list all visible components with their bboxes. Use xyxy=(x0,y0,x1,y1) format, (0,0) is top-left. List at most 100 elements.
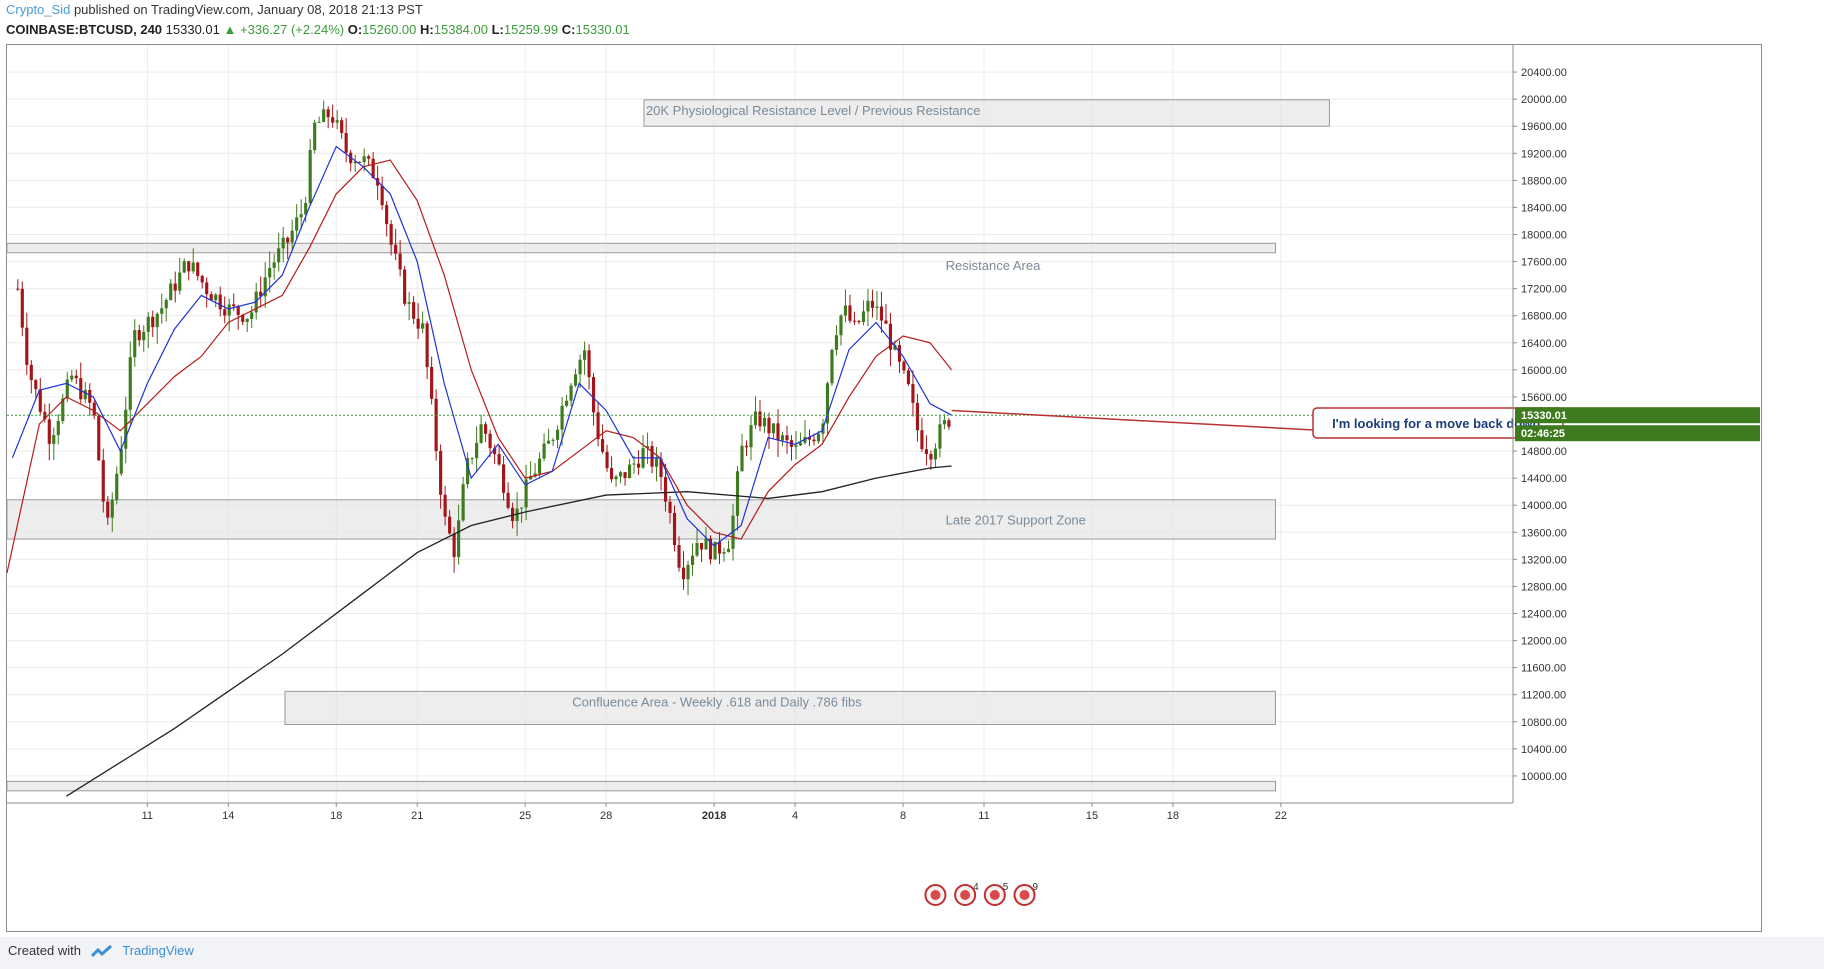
low-label: L: xyxy=(491,22,504,37)
candle-down xyxy=(218,294,222,310)
open-value: 15260.00 xyxy=(362,22,417,37)
candle-up xyxy=(816,433,821,442)
candle-down xyxy=(385,205,389,225)
candle-down xyxy=(434,398,438,452)
candle-up xyxy=(560,405,564,430)
candle-up xyxy=(227,304,231,316)
candle-down xyxy=(425,323,429,367)
low-value: 15259.99 xyxy=(503,22,559,37)
candle-up xyxy=(115,473,119,500)
time-axis-label: 8 xyxy=(900,810,906,822)
time-axis-label: 18 xyxy=(1167,810,1179,822)
candle-down xyxy=(173,283,177,291)
candle-down xyxy=(672,512,677,546)
candle-down xyxy=(340,120,344,134)
candle-up xyxy=(313,122,317,151)
candle-up xyxy=(362,156,366,162)
candle-up xyxy=(466,458,470,485)
candle-up xyxy=(335,120,339,123)
candle-down xyxy=(25,327,29,365)
candle-down xyxy=(897,345,902,362)
candle-up xyxy=(875,306,879,308)
candle-down xyxy=(659,458,663,478)
candle-down xyxy=(38,389,42,412)
time-axis-label: 22 xyxy=(1275,810,1287,822)
symbol-bar: COINBASE:BTCUSD, 240 15330.01 ▲ +336.27 … xyxy=(0,20,1824,40)
candle-down xyxy=(367,156,371,159)
price-axis-label: 11200.00 xyxy=(1521,690,1566,702)
candle-down xyxy=(888,323,893,350)
candle-up xyxy=(56,421,60,436)
candle-down xyxy=(600,439,605,452)
ema-slow-line xyxy=(6,159,953,574)
candle-down xyxy=(776,423,780,441)
candle-up xyxy=(866,300,870,312)
candle-down xyxy=(911,384,915,403)
candle-down xyxy=(497,454,501,465)
candle-down xyxy=(236,306,240,315)
candle-down xyxy=(915,402,920,431)
candle-down xyxy=(47,419,51,444)
candle-down xyxy=(398,253,402,270)
candle-up xyxy=(704,538,708,550)
candle-up xyxy=(421,323,425,329)
candle-down xyxy=(929,453,933,460)
candle-down xyxy=(668,501,672,513)
candle-down xyxy=(232,304,236,307)
candle-down xyxy=(439,451,443,495)
last-price: 15330.01 xyxy=(165,22,220,37)
high-value: 15384.00 xyxy=(433,22,488,37)
candle-down xyxy=(902,361,906,371)
candle-down xyxy=(596,412,600,440)
candle-up xyxy=(690,555,695,565)
candle-up xyxy=(834,335,839,350)
candle-up xyxy=(133,330,137,358)
candle-down xyxy=(200,275,204,283)
high-label: H: xyxy=(420,22,434,37)
candle-up xyxy=(353,161,357,164)
created-with-text: Created with xyxy=(8,943,81,958)
candle-up xyxy=(169,283,173,301)
price-axis-label: 10000.00 xyxy=(1521,771,1567,783)
candle-up xyxy=(191,262,195,272)
candle-down xyxy=(430,366,434,399)
event-badge-count: 9 xyxy=(1032,882,1038,893)
candle-up xyxy=(322,109,326,122)
candle-up xyxy=(457,520,461,558)
candle-up xyxy=(461,484,465,521)
candle-down xyxy=(209,294,213,301)
candle-up xyxy=(654,458,659,467)
price-chart[interactable]: 20K Physiological Resistance Level / Pre… xyxy=(0,0,1824,937)
candle-up xyxy=(245,318,249,322)
tradingview-link[interactable]: TradingView xyxy=(122,943,194,958)
candle-up xyxy=(839,315,843,336)
candle-down xyxy=(857,320,861,323)
candle-down xyxy=(636,463,641,468)
candle-up xyxy=(893,345,897,350)
candle-up xyxy=(771,423,776,434)
candle-down xyxy=(677,545,681,568)
candle-up xyxy=(272,262,276,268)
zone-box xyxy=(643,99,1330,127)
candle-down xyxy=(493,448,497,455)
candle-up xyxy=(529,476,533,480)
price-axis-label: 12000.00 xyxy=(1521,636,1567,648)
candle-up xyxy=(843,305,848,316)
candle-down xyxy=(223,309,227,316)
candle-up xyxy=(65,379,69,399)
price-axis-label: 18800.00 xyxy=(1521,175,1567,187)
candle-up xyxy=(861,311,866,323)
price-axis-label: 14000.00 xyxy=(1521,500,1567,512)
candle-up xyxy=(726,548,731,553)
author-link[interactable]: Crypto_Sid xyxy=(6,2,71,17)
candle-down xyxy=(452,533,456,558)
candle-down xyxy=(785,435,789,441)
candle-down xyxy=(906,370,911,385)
event-flag-icon xyxy=(930,890,941,900)
price-axis-label: 15600.00 xyxy=(1521,392,1567,404)
candle-down xyxy=(403,269,407,304)
candle-down xyxy=(344,133,348,153)
candle-down xyxy=(371,158,375,179)
price-axis-label: 12800.00 xyxy=(1521,581,1567,593)
candle-down xyxy=(196,262,200,276)
